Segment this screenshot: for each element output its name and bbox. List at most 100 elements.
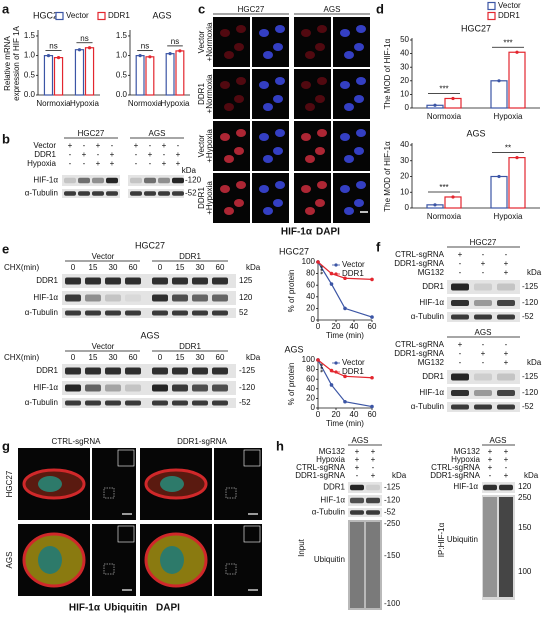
blot-strip (62, 398, 236, 408)
y-tick-label: 10 (400, 90, 409, 99)
micrograph (213, 173, 250, 223)
panel-label: h (276, 438, 284, 453)
lane-label: 30 (109, 263, 118, 272)
cell (305, 103, 315, 111)
bar-dot (451, 96, 455, 101)
bar-dot (87, 46, 92, 50)
x-tick-label: 20 (332, 410, 341, 419)
blot-label: DDR1 (422, 282, 444, 291)
group-header: AGS (475, 328, 492, 337)
condition-sign: + (355, 447, 360, 456)
condition-sign: + (504, 349, 509, 358)
blot-band (212, 310, 228, 316)
blot-label: DDR1 (422, 372, 444, 381)
kda-marker: 125 (239, 276, 253, 285)
condition-label: CTRL-sgRNA (395, 340, 445, 349)
blot-label: α-Tubulin (25, 189, 58, 198)
cell (340, 29, 350, 37)
blot-band (172, 294, 188, 302)
cell (340, 81, 350, 89)
blot-band (497, 404, 515, 410)
condition-label: DDR1 (34, 150, 56, 159)
micrograph (92, 524, 136, 596)
condition-sign: - (83, 141, 86, 150)
micrograph (92, 448, 136, 520)
cell (273, 199, 283, 207)
blot-label: α-Tubulin (25, 398, 58, 407)
point (343, 399, 347, 404)
blot-band (65, 277, 81, 285)
kda-label: kDa (527, 268, 542, 277)
kda-marker: -52 (522, 402, 534, 411)
y-tick-label: 1.0 (24, 51, 36, 60)
condition-sign: - (372, 463, 375, 472)
condition-sign: - (177, 141, 180, 150)
blot-band (85, 310, 101, 316)
y-axis-label: % of protein (287, 363, 296, 406)
group-header: CTRL-sgRNA (52, 437, 102, 446)
blot-band (64, 191, 76, 196)
condition-sign: + (96, 159, 101, 168)
y-axis-label: % of protein (287, 270, 296, 313)
kda-marker: -52 (185, 189, 197, 198)
kda-label: kDa (392, 471, 407, 480)
condition-label: DDR1-sgRNA (394, 259, 444, 268)
condition-label: Hypoxia (27, 159, 56, 168)
x-tick-label: 60 (368, 410, 377, 419)
cell (273, 43, 283, 51)
chart-title: HGC27 (461, 23, 491, 33)
cell (259, 133, 269, 141)
condition-sign: + (96, 141, 101, 150)
blot-band (366, 510, 380, 515)
inset-box (225, 487, 237, 499)
cell (275, 129, 285, 137)
y-axis-label: The MOD of HIF-1α (383, 141, 392, 212)
point (343, 306, 347, 311)
condition-sign: + (504, 447, 509, 456)
condition-sign: - (83, 159, 86, 168)
group-header: HGC27 (78, 129, 105, 138)
x-tick-label: Hypoxia (70, 99, 99, 108)
kda-marker: 120 (239, 293, 253, 302)
x-tick-label: Normoxia (427, 212, 462, 221)
condition-sign: + (355, 463, 360, 472)
group-header: HGC27 (238, 5, 265, 14)
x-axis-label: Time (min) (326, 419, 364, 428)
row-label: Vector (197, 30, 206, 53)
panel-label: a (2, 1, 10, 16)
blot-label: HIF-1α (419, 298, 444, 307)
blot-band (451, 283, 469, 291)
kda-marker: -125 (522, 372, 539, 381)
blot-band (65, 384, 81, 392)
side-label: IP:HIF-1α (437, 522, 446, 557)
inset-box (103, 487, 115, 499)
panel-label: f (376, 239, 381, 254)
group-header: AGS (352, 436, 369, 445)
condition-sign: - (482, 340, 485, 349)
kda-marker: -52 (384, 508, 396, 517)
condition-label: MG132 (454, 447, 481, 456)
condition-sign: + (148, 150, 153, 159)
cell (344, 207, 354, 215)
group-header: DDR1 (179, 342, 201, 351)
blot-label: DDR1 (36, 276, 58, 285)
kda-marker: -125 (384, 483, 401, 492)
legend-swatch (487, 11, 496, 21)
cell (340, 133, 350, 141)
blot-band (172, 191, 184, 196)
micrograph (333, 17, 370, 67)
blot-band (350, 510, 364, 515)
blot-band (172, 367, 188, 375)
cell (220, 81, 230, 89)
cell (301, 29, 311, 37)
cell (354, 199, 364, 207)
point (343, 276, 347, 281)
blot-band (125, 384, 141, 392)
blot-band (497, 283, 515, 291)
micrograph (333, 121, 370, 171)
blot-band (212, 367, 228, 375)
y-tick-label: 1.5 (116, 31, 128, 40)
blot-band (105, 294, 121, 302)
stain-label: HIF-1α (281, 227, 313, 238)
cell (220, 133, 230, 141)
